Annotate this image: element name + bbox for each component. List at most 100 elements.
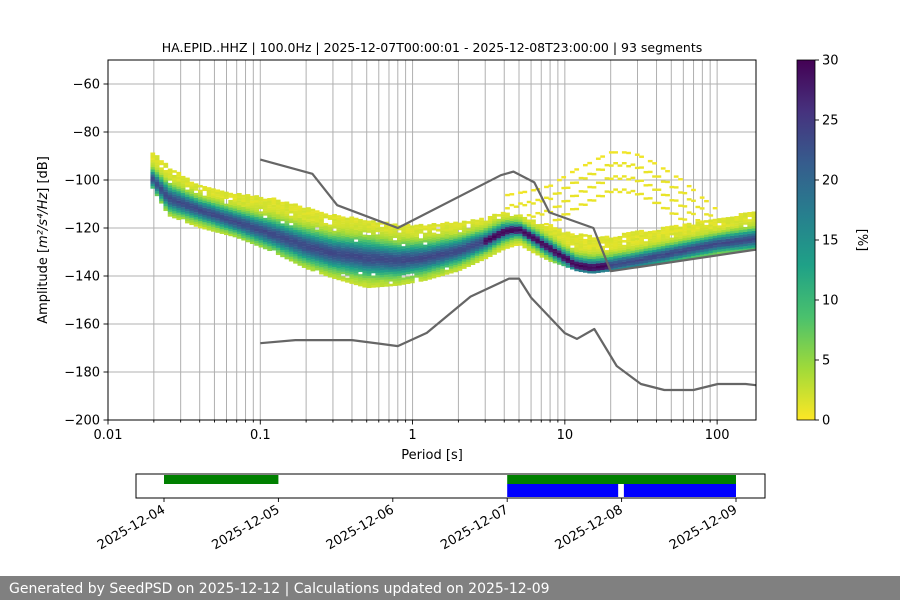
heatmap-cell bbox=[678, 178, 683, 181]
heatmap-cell bbox=[306, 226, 311, 229]
heatmap-cell bbox=[734, 242, 740, 246]
heatmap-cell bbox=[682, 228, 688, 231]
heatmap-cell bbox=[751, 242, 756, 246]
heatmap-cell bbox=[349, 235, 355, 239]
heatmap-column bbox=[665, 169, 670, 263]
heatmap-cell bbox=[375, 236, 381, 240]
heatmap-cell bbox=[643, 234, 649, 237]
heatmap-cell bbox=[673, 186, 679, 189]
heatmap-cell bbox=[518, 235, 523, 239]
heatmap-cell bbox=[275, 211, 281, 215]
heatmap-cell bbox=[448, 263, 454, 267]
heatmap-cell bbox=[301, 248, 307, 252]
heatmap-cell bbox=[396, 280, 402, 284]
heatmap-cell bbox=[647, 233, 653, 237]
heatmap-cell bbox=[665, 228, 670, 232]
heatmap-cell bbox=[193, 183, 199, 186]
heatmap-cell bbox=[180, 183, 186, 186]
heatmap-cell bbox=[366, 249, 372, 253]
heatmap-cell bbox=[176, 191, 182, 194]
heatmap-cell bbox=[340, 278, 346, 282]
heatmap-cell bbox=[431, 256, 437, 260]
heatmap-cell bbox=[699, 223, 705, 226]
heatmap-cell bbox=[189, 181, 195, 185]
heatmap-cell bbox=[349, 221, 355, 224]
heatmap-cell bbox=[673, 258, 679, 262]
heatmap-cell bbox=[379, 241, 385, 244]
heatmap-cell bbox=[734, 244, 740, 248]
heatmap-cell bbox=[236, 197, 242, 201]
heatmap-cell bbox=[440, 263, 445, 267]
heatmap-cell bbox=[492, 223, 497, 227]
heatmap-column bbox=[712, 206, 718, 255]
heatmap-cell bbox=[297, 217, 303, 221]
heatmap-cell bbox=[345, 258, 350, 262]
heatmap-cell bbox=[228, 199, 234, 203]
heatmap-cell bbox=[474, 243, 480, 247]
heatmap-cell bbox=[288, 227, 294, 231]
heatmap-cell bbox=[461, 235, 467, 238]
heatmap-cell bbox=[699, 207, 705, 210]
heatmap-column bbox=[284, 201, 290, 260]
heatmap-cell bbox=[595, 251, 601, 254]
heatmap-cell bbox=[249, 217, 255, 221]
heatmap-cell bbox=[539, 200, 545, 203]
heatmap-cell bbox=[254, 228, 259, 232]
heatmap-cell bbox=[405, 267, 411, 270]
heatmap-cell bbox=[548, 249, 554, 253]
heatmap-cell bbox=[154, 183, 160, 187]
heatmap-cell bbox=[405, 259, 411, 263]
heatmap-cell bbox=[639, 155, 644, 158]
heatmap-column bbox=[332, 213, 337, 279]
heatmap-cell bbox=[232, 222, 238, 226]
heatmap-cell bbox=[262, 198, 268, 202]
heatmap-cell bbox=[310, 256, 316, 260]
heatmap-cell bbox=[206, 194, 212, 197]
coverage-green-block bbox=[164, 475, 279, 484]
heatmap-cell bbox=[656, 241, 662, 245]
heatmap-cell bbox=[310, 268, 316, 272]
heatmap-cell bbox=[505, 227, 510, 230]
heatmap-cell bbox=[319, 259, 324, 263]
heatmap-cell bbox=[405, 276, 411, 280]
heatmap-cell bbox=[544, 247, 549, 251]
heatmap-cell bbox=[725, 243, 731, 247]
heatmap-cell bbox=[241, 221, 247, 224]
heatmap-cell bbox=[647, 243, 653, 246]
heatmap-cell bbox=[366, 225, 372, 229]
heatmap-cell bbox=[695, 226, 701, 229]
heatmap-cell bbox=[358, 233, 363, 236]
heatmap-cell bbox=[721, 227, 727, 230]
heatmap-cell bbox=[621, 244, 627, 248]
heatmap-cell bbox=[721, 220, 727, 223]
heatmap-cell bbox=[565, 238, 571, 242]
heatmap-cell bbox=[319, 257, 324, 261]
heatmap-cell bbox=[306, 214, 311, 217]
heatmap-cell bbox=[613, 243, 618, 247]
heatmap-cell bbox=[409, 259, 415, 262]
heatmap-cell bbox=[358, 242, 363, 246]
heatmap-cell bbox=[431, 268, 437, 272]
heatmap-cell bbox=[457, 227, 463, 231]
heatmap-cell bbox=[678, 204, 683, 207]
heatmap-cell bbox=[388, 230, 394, 234]
heatmap-cell bbox=[262, 208, 268, 211]
heatmap-cell bbox=[448, 237, 454, 240]
heatmap-cell bbox=[154, 188, 160, 192]
heatmap-cell bbox=[293, 213, 298, 216]
heatmap-cell bbox=[708, 253, 714, 256]
heatmap-cell bbox=[193, 212, 199, 215]
heatmap-cell bbox=[422, 259, 428, 262]
heatmap-cell bbox=[535, 211, 541, 215]
heatmap-cell bbox=[267, 243, 272, 247]
heatmap-cell bbox=[223, 215, 229, 219]
heatmap-cell bbox=[431, 266, 437, 269]
heatmap-cell bbox=[427, 231, 432, 235]
heatmap-cell bbox=[600, 194, 606, 198]
heatmap-cell bbox=[444, 245, 450, 249]
heatmap-cell bbox=[552, 251, 558, 254]
heatmap-cell bbox=[634, 242, 640, 246]
heatmap-cell bbox=[466, 235, 471, 239]
heatmap-cell bbox=[396, 227, 402, 231]
heatmap-cell bbox=[699, 251, 705, 255]
